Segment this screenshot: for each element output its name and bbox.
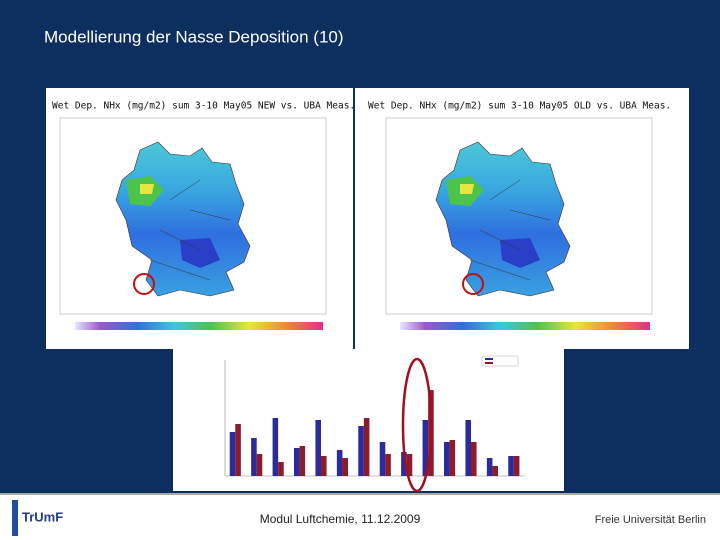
bar-chart (173, 349, 564, 491)
slide-title: Modellierung der Nasse Deposition (10) (44, 27, 344, 46)
bar (294, 448, 300, 476)
bar (379, 442, 386, 476)
bar (336, 450, 343, 476)
footer: TrUmF Modul Luftchemie, 11.12.2009 Freie… (0, 493, 720, 540)
university: Freie Universität Berlin (595, 514, 706, 526)
legend-swatch (485, 362, 493, 364)
bar (422, 420, 429, 476)
highlight-ellipse (401, 357, 433, 493)
bar (342, 458, 348, 476)
bar (321, 456, 327, 476)
bar (492, 466, 498, 476)
map-title: Wet Dep. NHx (mg/m2) sum 3-10 May05 OLD … (368, 101, 671, 112)
legend-swatch (485, 358, 493, 360)
map-panel-left: Wet Dep. NHx (mg/m2) sum 3-10 May05 NEW … (46, 88, 355, 349)
bar (363, 418, 370, 476)
bar (465, 420, 471, 476)
bar (385, 454, 391, 476)
bar (315, 420, 321, 476)
map-panel-right: Wet Dep. NHx (mg/m2) sum 3-10 May05 OLD … (355, 88, 689, 349)
bar (401, 452, 407, 476)
bar (358, 426, 364, 476)
bar (272, 418, 279, 476)
bar (406, 454, 413, 476)
bar (486, 458, 493, 476)
logo: TrUmF (22, 509, 63, 524)
bar (251, 438, 257, 476)
bar (449, 440, 456, 476)
bar (299, 446, 306, 476)
bar (229, 432, 236, 476)
bar (444, 442, 450, 476)
bar (278, 462, 284, 476)
bar (508, 456, 514, 476)
bar (256, 454, 263, 476)
bar (235, 424, 241, 476)
footer-text: Modul Luftchemie, 11.12.2009 (260, 512, 421, 526)
bar (471, 442, 477, 476)
map-title: Wet Dep. NHx (mg/m2) sum 3-10 May05 NEW … (52, 101, 355, 112)
bar (513, 456, 520, 476)
